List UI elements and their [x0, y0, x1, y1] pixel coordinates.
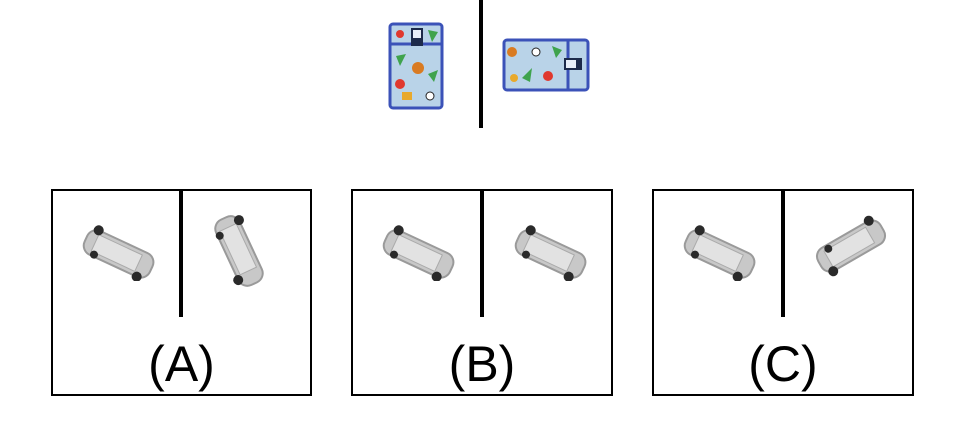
option-c-divider	[781, 191, 785, 317]
option-b-left-cart-image	[377, 225, 461, 281]
option-a-right-cart-image	[201, 211, 277, 291]
lunch-bag-rotated-image	[502, 38, 590, 92]
option-a-label: (A)	[148, 336, 215, 392]
option-c-label: (C)	[748, 336, 818, 392]
lunch-bag-upright-image	[388, 22, 444, 110]
option-c-panel[interactable]: (C)	[652, 189, 914, 396]
option-b-label: (B)	[448, 336, 516, 392]
option-b-right-cart-image	[509, 225, 593, 281]
option-b-divider	[480, 191, 484, 317]
option-a-divider	[179, 191, 183, 317]
option-a-panel[interactable]: (A)	[51, 189, 312, 396]
option-c-right-cart-image	[808, 213, 894, 279]
option-b-panel[interactable]: (B)	[351, 189, 613, 396]
option-c-left-cart-image	[678, 225, 762, 281]
option-a-left-cart-image	[77, 225, 161, 281]
reference-divider	[479, 0, 483, 128]
